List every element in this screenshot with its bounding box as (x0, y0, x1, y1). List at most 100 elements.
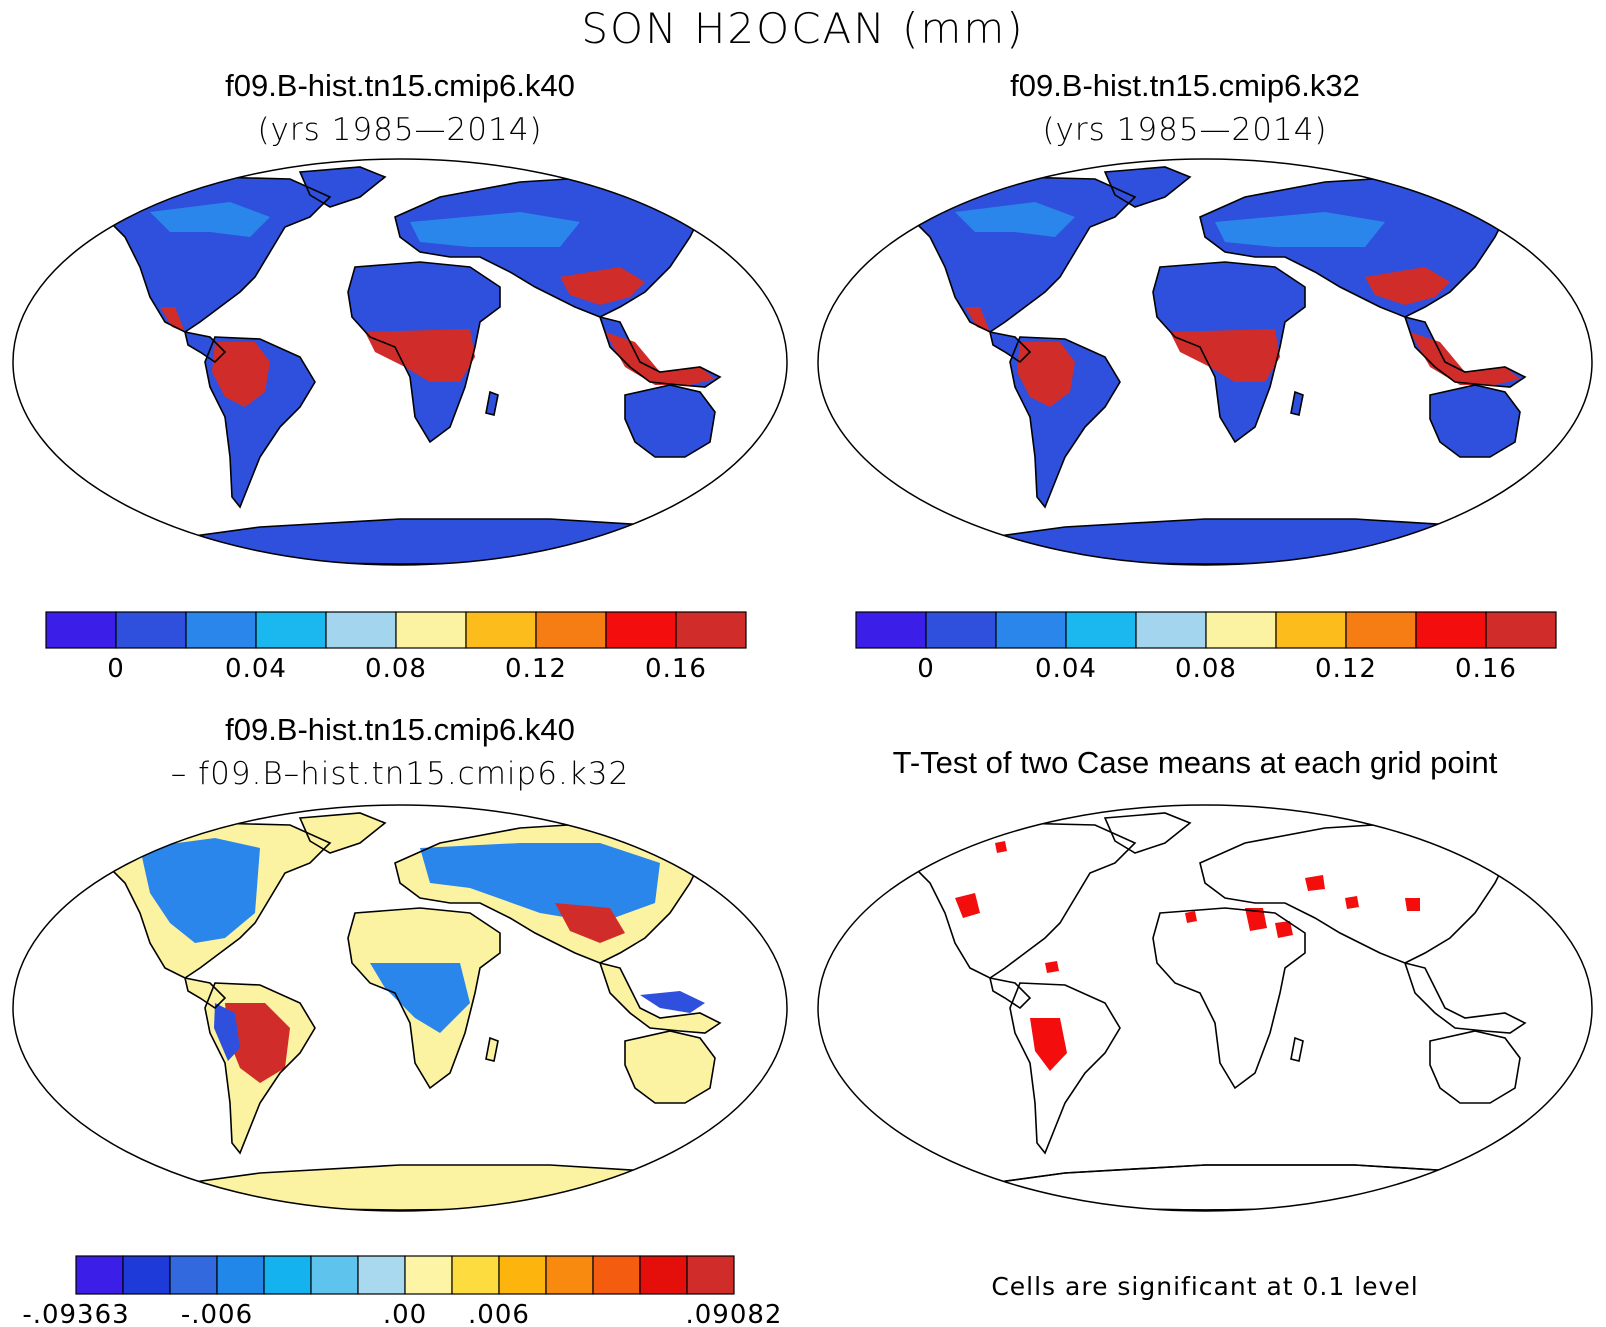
field-patch-5 (150, 202, 270, 237)
colorbar-label: 0.04 (225, 654, 287, 684)
field-patch-3 (1275, 921, 1293, 938)
colorbar-box (75, 1255, 124, 1295)
colorbar-box (325, 611, 397, 649)
colorbar-label: 0.04 (1035, 654, 1097, 684)
map-panel-k40 (0, 157, 800, 567)
colorbar-difference: .00 .006 -.006 -.09363 .09082 (22, 1255, 781, 1327)
field-patch-5 (955, 202, 1075, 237)
coastline-africa (1152, 261, 1306, 444)
map-k32-content (805, 157, 1605, 567)
colorbar-label: 0 (917, 654, 935, 684)
colorbar-box (255, 611, 327, 649)
map-border (817, 158, 1593, 566)
colorbar-k32: 0 0.04 0.08 0.12 0.16 (855, 611, 1557, 684)
colorbar-box (395, 611, 467, 649)
coastline-centralAm (183, 330, 227, 364)
coastline-madagascar (1290, 390, 1304, 416)
panel-3-title: f09.B-hist.tn15.cmip6.k40 (225, 712, 575, 747)
field-patch-0 (1017, 342, 1075, 407)
field-patch-6 (640, 991, 705, 1013)
field-patch-1 (214, 1003, 240, 1061)
colorbar-box (45, 611, 117, 649)
panel-1-subtitle: (yrs 1985—2014) (257, 112, 543, 148)
land-greenland (300, 813, 385, 853)
land-australia (625, 385, 715, 457)
coastline-southAmerica (1009, 336, 1121, 509)
land-africa (1153, 908, 1305, 1088)
colorbar-box (855, 611, 927, 649)
colorbar-box (1135, 611, 1207, 649)
colorbar-box (639, 1255, 688, 1295)
field-patch-4 (555, 903, 625, 943)
coastline-northAmerica (908, 822, 1137, 979)
map-border (12, 804, 788, 1212)
colorbar-box (1205, 611, 1277, 649)
colorbar-label: 0.08 (1175, 654, 1237, 684)
land-seAsia (1405, 963, 1525, 1033)
field-patch-5 (370, 963, 470, 1033)
coastline-greenland (298, 812, 387, 854)
coastline-centralAm (988, 330, 1032, 364)
colorbar-box (605, 611, 677, 649)
coastline-northAmerica (908, 176, 1137, 333)
field-patch-4 (1405, 898, 1420, 911)
colorbar-box (1415, 611, 1487, 649)
coastline-southAmerica (204, 336, 316, 509)
map-panel-k32 (805, 157, 1605, 567)
colorbar-box (1485, 611, 1557, 649)
field-patch-2 (560, 267, 645, 305)
land-greenland (1105, 813, 1190, 853)
coastline-greenland (1103, 166, 1192, 208)
field-patch-4 (160, 307, 185, 332)
field-patch-1 (365, 329, 475, 382)
colorbar-box (686, 1255, 735, 1295)
field-patch-1 (955, 893, 980, 918)
colorbar-label: 0.08 (365, 654, 427, 684)
panel-1-title: f09.B-hist.tn15.cmip6.k40 (225, 68, 575, 103)
land-greenland (1105, 167, 1190, 207)
coastline-australia (1429, 384, 1521, 458)
colorbar-label: 0.16 (1455, 654, 1517, 684)
colorbar-box (675, 611, 747, 649)
colorbar-label: 0.16 (645, 654, 707, 684)
colorbar-box (404, 1255, 453, 1295)
colorbar-box (216, 1255, 265, 1295)
land-greenland (300, 167, 385, 207)
colorbar-box (357, 1255, 406, 1295)
field-patch-2 (140, 838, 260, 943)
coastline-greenland (298, 166, 387, 208)
colorbar-box (535, 611, 607, 649)
colorbar-box (451, 1255, 500, 1295)
colorbar-label: -.006 (181, 1300, 253, 1327)
panel-2-subtitle: (yrs 1985—2014) (1042, 112, 1328, 148)
field-patch-0 (1030, 1018, 1067, 1071)
coastline-seAsia (1403, 961, 1527, 1034)
panel-2-title: f09.B-hist.tn15.cmip6.k32 (1010, 68, 1360, 103)
map-ttest-content (805, 803, 1605, 1213)
coastline-madagascar (485, 390, 499, 416)
colorbar-box (169, 1255, 218, 1295)
coastline-seAsia (1403, 315, 1527, 388)
coastline-madagascar (1290, 1036, 1304, 1062)
panel-3-subtitle: – f09.B–hist.tn15.cmip6.k32 (170, 756, 630, 792)
coastline-centralAm (183, 976, 227, 1010)
colorbar-box (185, 611, 257, 649)
map-border (12, 158, 788, 566)
field-patch-7 (1345, 896, 1359, 909)
colorbar-box (115, 611, 187, 649)
map-border (817, 804, 1593, 1212)
coastline-southAmerica (204, 982, 316, 1155)
field-patch-2 (1245, 908, 1267, 931)
land-australia (1430, 385, 1520, 457)
land-australia (625, 1031, 715, 1103)
land-seAsia (600, 963, 720, 1033)
colorbar-label: 0.12 (1315, 654, 1377, 684)
colorbar-box (1065, 611, 1137, 649)
land-australia (1430, 1031, 1520, 1103)
colorbar-label: -.09363 (22, 1300, 129, 1327)
map-k40-content (0, 157, 800, 567)
field-patch-3 (420, 843, 660, 923)
main-title: SON H2OCAN (mm) (581, 4, 1025, 53)
field-patch-0 (225, 1003, 290, 1083)
coastline-australia (624, 384, 716, 458)
